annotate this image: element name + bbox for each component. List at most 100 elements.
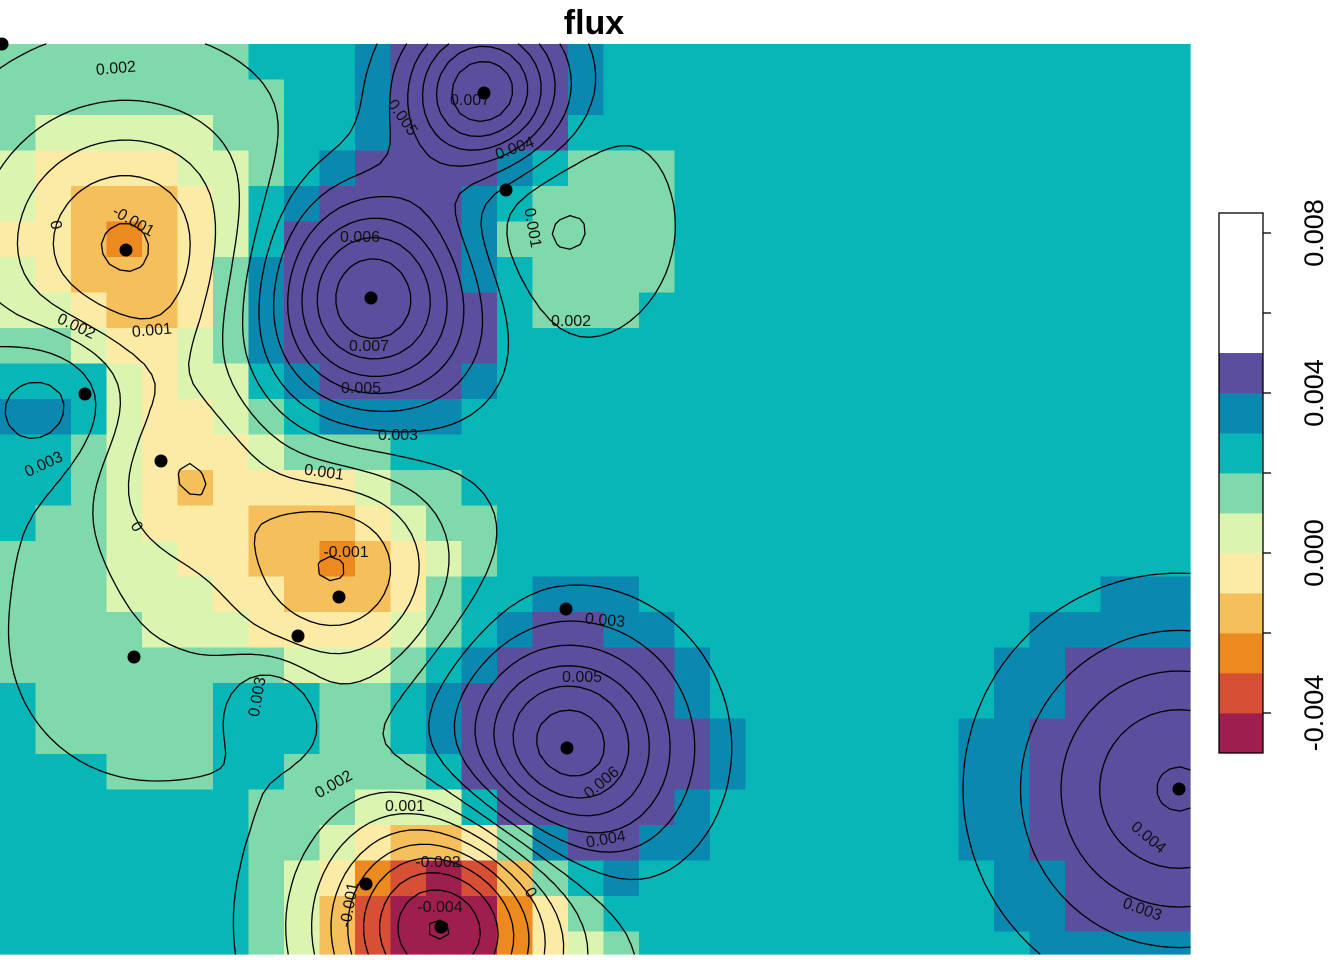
raster-cell bbox=[142, 683, 179, 720]
raster-cell bbox=[958, 292, 995, 329]
raster-cell bbox=[710, 789, 747, 826]
raster-cell bbox=[887, 399, 924, 436]
raster-cell bbox=[887, 328, 924, 365]
raster-cell bbox=[1029, 754, 1066, 791]
raster-cell bbox=[1065, 470, 1102, 507]
raster-cell bbox=[1029, 292, 1066, 329]
raster-cell bbox=[142, 718, 179, 755]
raster-cell bbox=[532, 221, 569, 258]
raster-cell bbox=[213, 931, 250, 955]
raster-cell bbox=[35, 257, 72, 294]
raster-cell bbox=[1065, 150, 1102, 187]
raster-cell bbox=[816, 79, 853, 116]
raster-cell bbox=[390, 470, 427, 507]
raster-cell bbox=[106, 363, 143, 400]
raster-cell bbox=[0, 434, 37, 471]
raster-cell bbox=[1029, 399, 1066, 436]
raster-cell bbox=[532, 860, 569, 897]
raster-cell bbox=[568, 79, 605, 116]
colorbar-band bbox=[1219, 393, 1263, 434]
raster-cell bbox=[0, 647, 37, 684]
raster-cell bbox=[603, 789, 640, 826]
raster-cell bbox=[319, 931, 356, 955]
raster-cell bbox=[852, 186, 889, 223]
raster-cell bbox=[852, 541, 889, 578]
raster-cell bbox=[887, 44, 924, 81]
raster-cell bbox=[603, 115, 640, 152]
raster-cell bbox=[1136, 505, 1173, 542]
raster-cell bbox=[1065, 825, 1102, 862]
raster-cell bbox=[71, 754, 108, 791]
raster-cell bbox=[213, 896, 250, 933]
raster-cell bbox=[35, 789, 72, 826]
raster-cell bbox=[355, 754, 392, 791]
raster-cell bbox=[177, 79, 214, 116]
raster-cell bbox=[213, 541, 250, 578]
raster-cell bbox=[639, 541, 676, 578]
raster-cell bbox=[532, 470, 569, 507]
raster-cell bbox=[0, 470, 37, 507]
raster-cell bbox=[106, 186, 143, 223]
raster-cell bbox=[994, 434, 1031, 471]
raster-cell bbox=[603, 434, 640, 471]
raster-cell bbox=[958, 79, 995, 116]
raster-cell bbox=[781, 860, 818, 897]
raster-cell bbox=[177, 612, 214, 649]
raster-cell bbox=[390, 754, 427, 791]
raster-cell bbox=[1171, 115, 1191, 152]
raster-cell bbox=[1136, 470, 1173, 507]
raster-cell bbox=[177, 399, 214, 436]
raster-cell bbox=[71, 896, 108, 933]
raster-cell bbox=[177, 931, 214, 955]
raster-cell bbox=[319, 754, 356, 791]
raster-cell bbox=[355, 186, 392, 223]
raster-cell bbox=[390, 434, 427, 471]
raster-cell bbox=[1100, 186, 1137, 223]
raster-cell bbox=[426, 789, 463, 826]
colorbar-legend: -0.004 0.000 0.004 0.008 bbox=[1218, 199, 1329, 754]
contour-label: 0.001 bbox=[303, 462, 345, 484]
raster-cell bbox=[319, 505, 356, 542]
raster-cell bbox=[213, 860, 250, 897]
raster-cell bbox=[177, 221, 214, 258]
raster-cell bbox=[781, 186, 818, 223]
raster-cell bbox=[1171, 718, 1191, 755]
raster-cell bbox=[1100, 115, 1137, 152]
contour-line bbox=[272, 43, 1191, 949]
raster-cell bbox=[35, 754, 72, 791]
raster-cell bbox=[461, 363, 498, 400]
raster-cell bbox=[994, 150, 1031, 187]
raster-cell bbox=[994, 79, 1031, 116]
raster-cell bbox=[1136, 896, 1173, 933]
raster-cell bbox=[852, 825, 889, 862]
raster-cell bbox=[1100, 44, 1137, 81]
raster-cell bbox=[710, 221, 747, 258]
raster-cell bbox=[177, 825, 214, 862]
raster-cell bbox=[106, 754, 143, 791]
raster-cell bbox=[248, 328, 285, 365]
raster-cell bbox=[994, 860, 1031, 897]
raster-cell bbox=[816, 718, 853, 755]
raster-cell bbox=[1171, 931, 1191, 955]
sample-point bbox=[1172, 782, 1186, 796]
raster-cell bbox=[355, 718, 392, 755]
raster-cell bbox=[106, 79, 143, 116]
colorbar-band bbox=[1219, 633, 1263, 674]
raster-cell bbox=[816, 434, 853, 471]
raster-cell bbox=[745, 718, 782, 755]
contour-label: 0.001 bbox=[520, 207, 544, 249]
raster-cell bbox=[674, 931, 711, 955]
raster-cell bbox=[461, 186, 498, 223]
raster-cell bbox=[639, 647, 676, 684]
raster-cell bbox=[887, 541, 924, 578]
raster-cell bbox=[284, 931, 321, 955]
raster-cell bbox=[213, 470, 250, 507]
raster-cell bbox=[71, 44, 108, 81]
raster-cell bbox=[177, 860, 214, 897]
raster-cell bbox=[106, 150, 143, 187]
raster-cell bbox=[923, 186, 960, 223]
raster-cell bbox=[106, 470, 143, 507]
raster-cell bbox=[958, 115, 995, 152]
raster-cell bbox=[745, 328, 782, 365]
contour-label: 0.004 bbox=[585, 828, 627, 852]
